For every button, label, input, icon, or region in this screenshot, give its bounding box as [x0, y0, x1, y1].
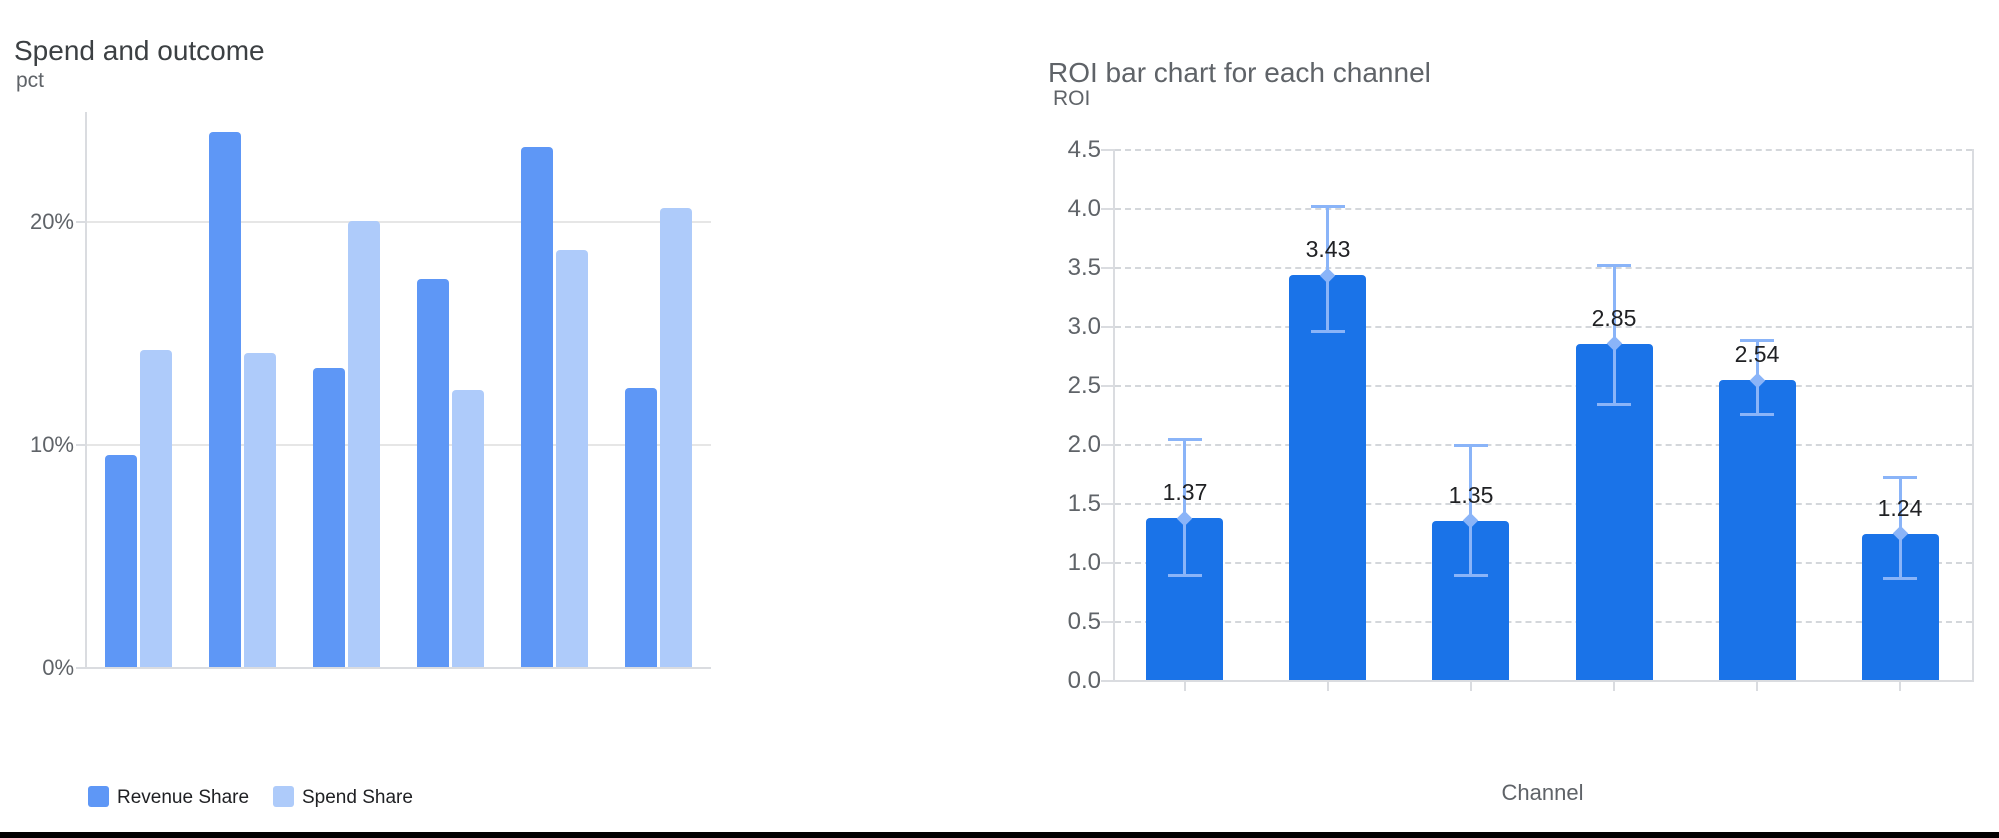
grid-line [1115, 503, 1972, 505]
error-bar-cap-bottom [1454, 574, 1488, 577]
y-tick-label: 1.5 [1067, 490, 1101, 517]
bar-revenue-share [521, 147, 553, 667]
x-tick-mark [1613, 682, 1615, 691]
y-tick-mark [1101, 444, 1113, 446]
y-tick-mark [1101, 621, 1113, 623]
error-bar-cap-top [1597, 264, 1631, 267]
y-axis-line [85, 112, 87, 669]
bar-revenue-share [105, 455, 137, 667]
roi-bar [1289, 275, 1366, 680]
grid-line [1115, 326, 1972, 328]
grid-line [1115, 385, 1972, 387]
x-tick-mark [1184, 682, 1186, 691]
y-tick-mark [1101, 562, 1113, 564]
y-tick-label: 0% [42, 655, 74, 680]
grid-line [1115, 621, 1972, 623]
bar-spend-share [660, 208, 692, 667]
error-bar-cap-top [1168, 438, 1202, 441]
bar-value-label: 1.37 [1162, 479, 1208, 505]
grid-line [86, 444, 711, 446]
y-tick-mark [1101, 267, 1113, 269]
bar-value-label: 2.54 [1734, 341, 1780, 367]
x-axis-title: Channel [1501, 780, 1584, 805]
error-bar-line [1183, 439, 1186, 576]
error-bar-cap-bottom [1168, 574, 1202, 577]
y-axis-title: ROI [1053, 87, 1091, 110]
y-tick-label: 0.0 [1067, 667, 1101, 694]
error-bar-cap-top [1740, 339, 1774, 342]
error-bar-cap-bottom [1883, 577, 1917, 580]
error-bar-cap-bottom [1740, 413, 1774, 416]
bar-value-label: 1.35 [1448, 482, 1494, 508]
bar-spend-share [244, 353, 276, 667]
roi-bar [1719, 380, 1796, 680]
error-bar-cap-bottom [1311, 330, 1345, 333]
grid-line [1115, 208, 1972, 210]
error-bar-cap-bottom [1597, 403, 1631, 406]
y-tick-label: 3.5 [1067, 254, 1101, 281]
y-tick-mark [1101, 680, 1113, 682]
error-bar-cap-top [1883, 476, 1917, 479]
error-bar-line [1613, 265, 1616, 405]
y-tick-mark [1101, 208, 1113, 210]
x-tick-mark [1327, 682, 1329, 691]
grid-line [1115, 267, 1972, 269]
y-tick-mark [1101, 385, 1113, 387]
bar-revenue-share [209, 132, 241, 667]
bar-spend-share [140, 350, 172, 667]
x-tick-mark [1756, 682, 1758, 691]
y-tick-mark [1101, 326, 1113, 328]
grid-line [1113, 680, 1974, 682]
bar-value-label: 1.24 [1877, 495, 1923, 521]
y-tick-label: 20% [29, 209, 74, 234]
bar-spend-share [452, 390, 484, 667]
grid-line [86, 221, 711, 223]
bar-spend-share [556, 250, 588, 667]
chart-title: Spend and outcome [14, 35, 265, 67]
y-axis-line [1113, 149, 1115, 682]
x-tick-mark [1470, 682, 1472, 691]
plot-right-border [1972, 149, 1974, 682]
grid-line [1115, 562, 1972, 564]
chart-title: ROI bar chart for each channel [1048, 57, 1431, 89]
y-tick-mark [76, 221, 86, 223]
legend-label-spend-share: Spend Share [302, 787, 413, 808]
error-bar-cap-top [1311, 205, 1345, 208]
y-tick-mark [1101, 503, 1113, 505]
grid-line [86, 667, 711, 669]
bar-value-label: 3.43 [1305, 236, 1351, 262]
y-tick-label: 4.0 [1067, 195, 1101, 222]
bar-value-label: 2.85 [1591, 305, 1637, 331]
y-tick-mark [76, 444, 86, 446]
y-tick-label: 4.5 [1067, 136, 1101, 163]
y-tick-label: 1.0 [1067, 549, 1101, 576]
grid-line [1115, 149, 1972, 151]
y-axis-title: pct [16, 69, 45, 92]
legend-swatch-spend-share [273, 786, 294, 807]
grid-line [1115, 444, 1972, 446]
y-tick-label: 0.5 [1067, 608, 1101, 635]
y-tick-label: 2.5 [1067, 372, 1101, 399]
y-tick-label: 2.0 [1067, 431, 1101, 458]
legend-swatch-revenue-share [88, 786, 109, 807]
bottom-divider [0, 832, 1999, 838]
y-tick-mark [1101, 149, 1113, 151]
x-tick-mark [1899, 682, 1901, 691]
bar-spend-share [348, 221, 380, 667]
y-tick-label: 10% [29, 432, 74, 457]
bar-revenue-share [625, 388, 657, 667]
bar-revenue-share [417, 279, 449, 667]
y-tick-label: 3.0 [1067, 313, 1101, 340]
legend-label-revenue-share: Revenue Share [117, 787, 250, 808]
error-bar-line [1469, 445, 1472, 576]
y-tick-mark [76, 667, 86, 669]
bar-revenue-share [313, 368, 345, 667]
error-bar-cap-top [1454, 444, 1488, 447]
